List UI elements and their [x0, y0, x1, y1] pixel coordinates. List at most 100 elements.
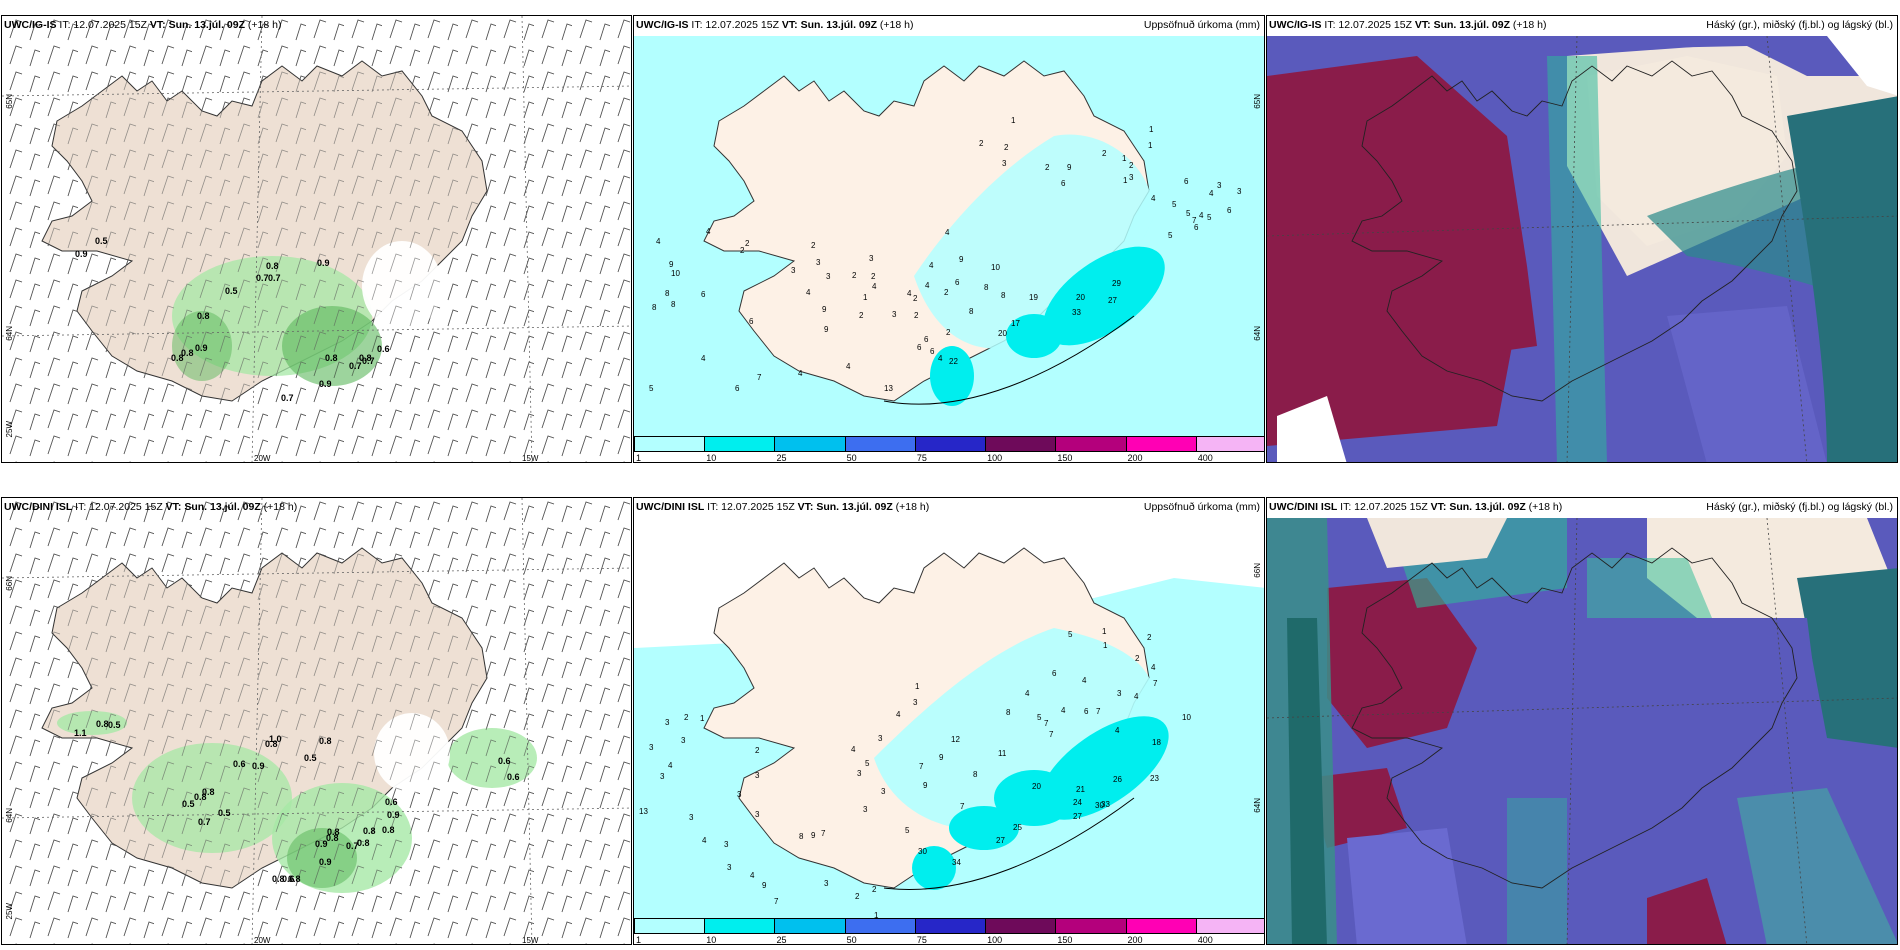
precip-value: 20	[1032, 782, 1041, 791]
lat-label: 64N	[1253, 798, 1262, 813]
colorbar-tick: 400	[1197, 453, 1213, 463]
colorbar-swatch	[844, 918, 916, 934]
panel-header: UWC/IG-IS IT: 12.07.2025 15Z VT: Sun. 13…	[1269, 19, 1547, 31]
precip-value: 27	[1108, 296, 1117, 305]
panel-precip-ig: UWC/IG-IS IT: 12.07.2025 15Z VT: Sun. 13…	[633, 15, 1265, 463]
colorbar-tick: 1	[636, 935, 642, 945]
wind-value: 0.6	[282, 874, 295, 884]
precip-value: 4	[1209, 189, 1214, 198]
precip-value: 27	[996, 836, 1005, 845]
precip-value: 3	[824, 879, 829, 888]
precip-value: 3	[737, 790, 742, 799]
wind-map	[2, 498, 631, 944]
precip-value: 3	[863, 805, 868, 814]
precip-value: 5	[1168, 231, 1173, 240]
precip-value: 3	[665, 718, 670, 727]
precip-value: 2	[684, 713, 689, 722]
panel-header: UWC/IG-IS IT: 12.07.2025 15Z VT: Sun. 13…	[636, 19, 914, 31]
precip-value: 3	[826, 272, 831, 281]
wind-value: 0.8	[359, 353, 372, 363]
wind-value: 0.8	[357, 838, 370, 848]
precip-value: 4	[750, 871, 755, 880]
colorbar: 1 10 25 50 75 100 150 200 400	[634, 918, 1264, 944]
precip-value: 4	[1134, 692, 1139, 701]
colorbar: 1 10 25 50 75 100 150 200 400	[634, 436, 1264, 462]
panel-subtitle: Háský (gr.), miðský (fj.bl.) og lágský (…	[1706, 501, 1893, 513]
precip-map	[634, 36, 1264, 438]
colorbar-tick: 200	[1127, 453, 1143, 463]
precip-value: 6	[955, 278, 960, 287]
precip-value: 5	[1186, 209, 1191, 218]
panel-header: UWC/DINI ISL IT: 12.07.2025 15Z VT: Sun.…	[1269, 501, 1563, 513]
precip-value: 9	[811, 831, 816, 840]
wind-value: 0.8	[288, 874, 301, 884]
colorbar-tick: 200	[1127, 935, 1143, 945]
precip-value: 8	[665, 289, 670, 298]
colorbar-swatch	[1055, 918, 1127, 934]
precip-value: 2	[914, 311, 919, 320]
precip-value: 1	[915, 682, 920, 691]
colorbar-swatch	[1195, 436, 1264, 452]
panel-subtitle: Uppsöfnuð úrkoma (mm)	[1143, 19, 1260, 31]
precip-value: 4	[851, 745, 856, 754]
precip-value: 6	[1227, 206, 1232, 215]
precip-value: 1	[1122, 154, 1127, 163]
colorbar-tick: 100	[987, 935, 1003, 945]
wind-value: 0.5	[182, 799, 195, 809]
precip-value: 2	[811, 241, 816, 250]
wind-value: 0.5	[225, 286, 238, 296]
precip-value: 4	[896, 710, 901, 719]
precip-value: 4	[706, 227, 711, 236]
lat-label: 66N	[5, 576, 14, 591]
precip-value: 5	[649, 384, 654, 393]
precip-value: 2	[872, 885, 877, 894]
precip-value: 3	[1117, 689, 1122, 698]
precip-value: 3	[892, 310, 897, 319]
precip-value: 3	[791, 266, 796, 275]
precip-value: 6	[917, 343, 922, 352]
precip-value: 6	[1184, 177, 1189, 186]
wind-value: 0.8	[327, 827, 340, 837]
precip-value: 6	[1061, 179, 1066, 188]
precip-value: 4	[701, 354, 706, 363]
precip-value: 2	[1004, 143, 1009, 152]
precip-value: 11	[998, 749, 1007, 758]
precip-value: 7	[960, 802, 965, 811]
precip-value: 8	[973, 770, 978, 779]
precip-value: 8	[969, 307, 974, 316]
precip-value: 9	[959, 255, 964, 264]
cloud-map	[1267, 35, 1897, 462]
precip-value: 3	[869, 254, 874, 263]
colorbar-swatch	[1125, 436, 1197, 452]
panel-wind-ig: UWC/IG-IS IT: 12.07.2025 15Z VT: Sun. 13…	[1, 15, 632, 463]
lon-label: 20W	[254, 454, 271, 463]
precip-value: 9	[669, 260, 674, 269]
precip-value: 4	[668, 761, 673, 770]
colorbar-swatch	[1055, 436, 1127, 452]
precip-value: 2	[1135, 654, 1140, 663]
precip-value: 7	[1096, 707, 1101, 716]
precip-value: 13	[639, 807, 648, 816]
precip-value: 3	[913, 698, 918, 707]
precip-value: 1	[1123, 176, 1128, 185]
panel-header: UWC/DINI ISL IT: 12.07.2025 15Z VT: Sun.…	[636, 501, 930, 513]
precip-value: 21	[1076, 785, 1085, 794]
precip-value: 2	[979, 139, 984, 148]
precip-value: 6	[1052, 669, 1057, 678]
precip-value: 5	[1172, 200, 1177, 209]
wind-value: 0.9	[319, 379, 332, 389]
lat-label: 64N	[1253, 326, 1262, 341]
wind-value: 0.8	[265, 739, 278, 749]
precip-value: 2	[1129, 161, 1134, 170]
colorbar-tick: 50	[846, 453, 857, 463]
precip-value: 3	[816, 258, 821, 267]
precip-value: 2	[946, 328, 951, 337]
panel-subtitle: Uppsöfnuð úrkoma (mm)	[1143, 501, 1260, 513]
precip-value: 4	[806, 288, 811, 297]
precip-value: 7	[821, 829, 826, 838]
wind-value: 0.8	[202, 787, 215, 797]
wind-value: 0.7	[268, 273, 281, 283]
colorbar-swatch	[844, 436, 916, 452]
precip-value: 3	[649, 743, 654, 752]
wind-value: 0.5	[304, 753, 317, 763]
